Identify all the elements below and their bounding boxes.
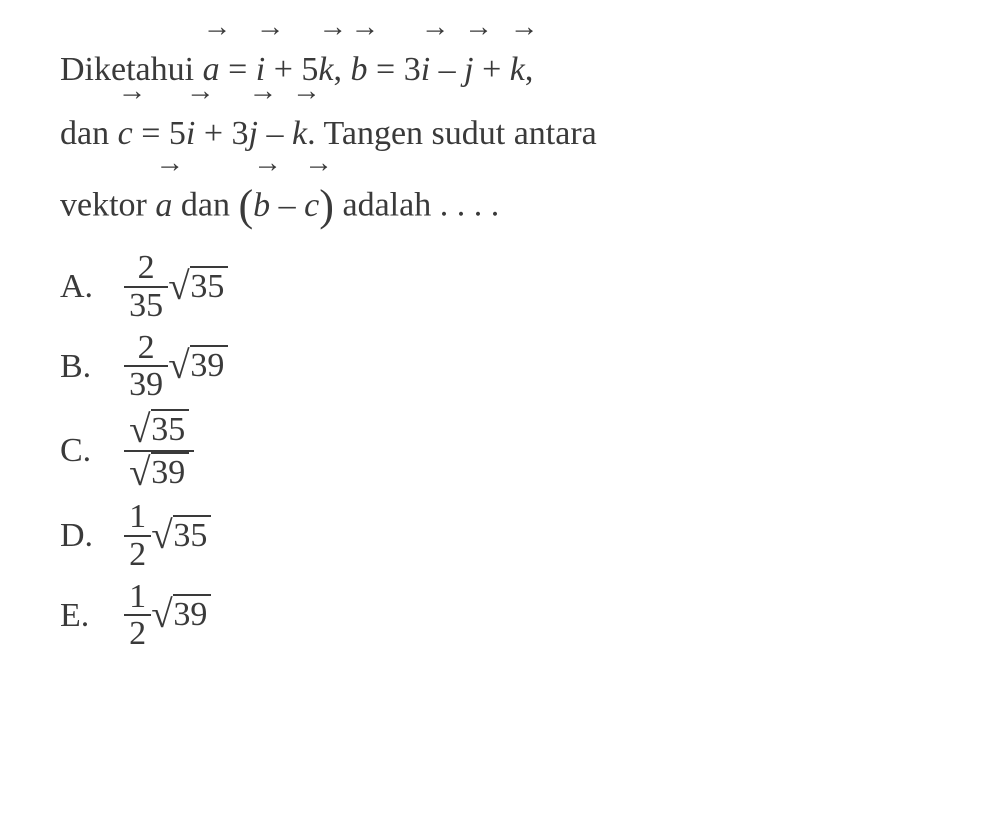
option-b[interactable]: B. 2 39 √39 [60, 330, 928, 403]
option-c[interactable]: C. √35 √39 [60, 409, 928, 493]
phrase-tangen: Tangen sudut antara [323, 115, 596, 152]
option-label-d: D. [60, 506, 124, 566]
denominator: 2 [124, 614, 151, 652]
stem-line-3: vektor →a dan (→b – →c) adalah . . . . [60, 167, 928, 244]
sqrt: √39 [168, 332, 228, 400]
denominator: √39 [124, 450, 194, 493]
vector-i: →i [421, 40, 430, 100]
numerator: 1 [124, 499, 151, 535]
vector-i: →i [186, 104, 195, 164]
vector-k: →k [318, 40, 333, 100]
fraction: 1 2 [124, 579, 151, 652]
denominator: 2 [124, 535, 151, 573]
radicand: 35 [173, 515, 212, 554]
minus: – [439, 51, 456, 88]
vector-b: →b [253, 176, 270, 236]
plus: + [204, 115, 223, 152]
sqrt: √39 [151, 581, 211, 649]
fraction: 2 35 [124, 250, 168, 323]
vector-k: →k [510, 40, 525, 100]
radical-icon: √ [168, 344, 189, 387]
radical-icon: √ [168, 265, 189, 308]
denominator: 39 [124, 365, 168, 403]
dots: . . . . [440, 187, 500, 224]
fraction: 2 39 [124, 330, 168, 403]
rparen: ) [319, 181, 334, 230]
comma: , [334, 51, 343, 88]
equals: = [376, 51, 395, 88]
sqrt: √35 [151, 502, 211, 570]
option-label-e: E. [60, 586, 124, 646]
minus: – [279, 187, 296, 224]
fraction: 1 2 [124, 499, 151, 572]
numerator: √35 [124, 409, 194, 450]
option-a[interactable]: A. 2 35 √35 [60, 250, 928, 323]
option-label-a: A. [60, 257, 124, 317]
vector-j: →j [464, 40, 473, 100]
option-d[interactable]: D. 1 2 √35 [60, 499, 928, 572]
sqrt: √39 [129, 452, 189, 493]
numerator: 1 [124, 579, 151, 615]
vector-c: →c [304, 176, 319, 236]
option-label-c: C. [60, 421, 124, 481]
period: . [307, 115, 316, 152]
option-e[interactable]: E. 1 2 √39 [60, 579, 928, 652]
radical-icon: √ [151, 514, 172, 557]
numerator: 2 [124, 330, 168, 366]
equals: = [228, 51, 247, 88]
plus: + [274, 51, 293, 88]
coef: 3 [404, 51, 421, 88]
sqrt: √35 [129, 409, 189, 450]
vector-b: →b [351, 40, 368, 100]
vector-a: →a [155, 176, 172, 236]
coef: 5 [169, 115, 186, 152]
minus: – [266, 115, 283, 152]
equals: = [141, 115, 160, 152]
word-adalah: adalah [342, 187, 431, 224]
sqrt: √35 [168, 253, 228, 321]
stem-line-2: dan →c = 5→i + 3→j – →k. Tangen sudut an… [60, 104, 928, 164]
word-dan: dan [181, 187, 230, 224]
plus: + [482, 51, 501, 88]
word-dan: dan [60, 115, 109, 152]
numerator: 2 [124, 250, 168, 286]
radicand: 39 [190, 345, 229, 384]
radicand: 39 [173, 594, 212, 633]
fraction: √35 √39 [124, 409, 194, 493]
radicand: 35 [151, 409, 190, 448]
radical-icon: √ [129, 408, 150, 451]
question-page: Diketahui →a = →i + 5→k, →b = 3→i – →j +… [0, 0, 988, 698]
word-vektor: vektor [60, 187, 147, 224]
radical-icon: √ [151, 593, 172, 636]
denominator: 35 [124, 286, 168, 324]
radicand: 39 [151, 452, 190, 491]
vector-c: →c [118, 104, 133, 164]
coef: 3 [232, 115, 249, 152]
lparen: ( [238, 181, 253, 230]
comma: , [525, 51, 534, 88]
radical-icon: √ [129, 451, 150, 494]
radicand: 35 [190, 266, 229, 305]
option-label-b: B. [60, 337, 124, 397]
